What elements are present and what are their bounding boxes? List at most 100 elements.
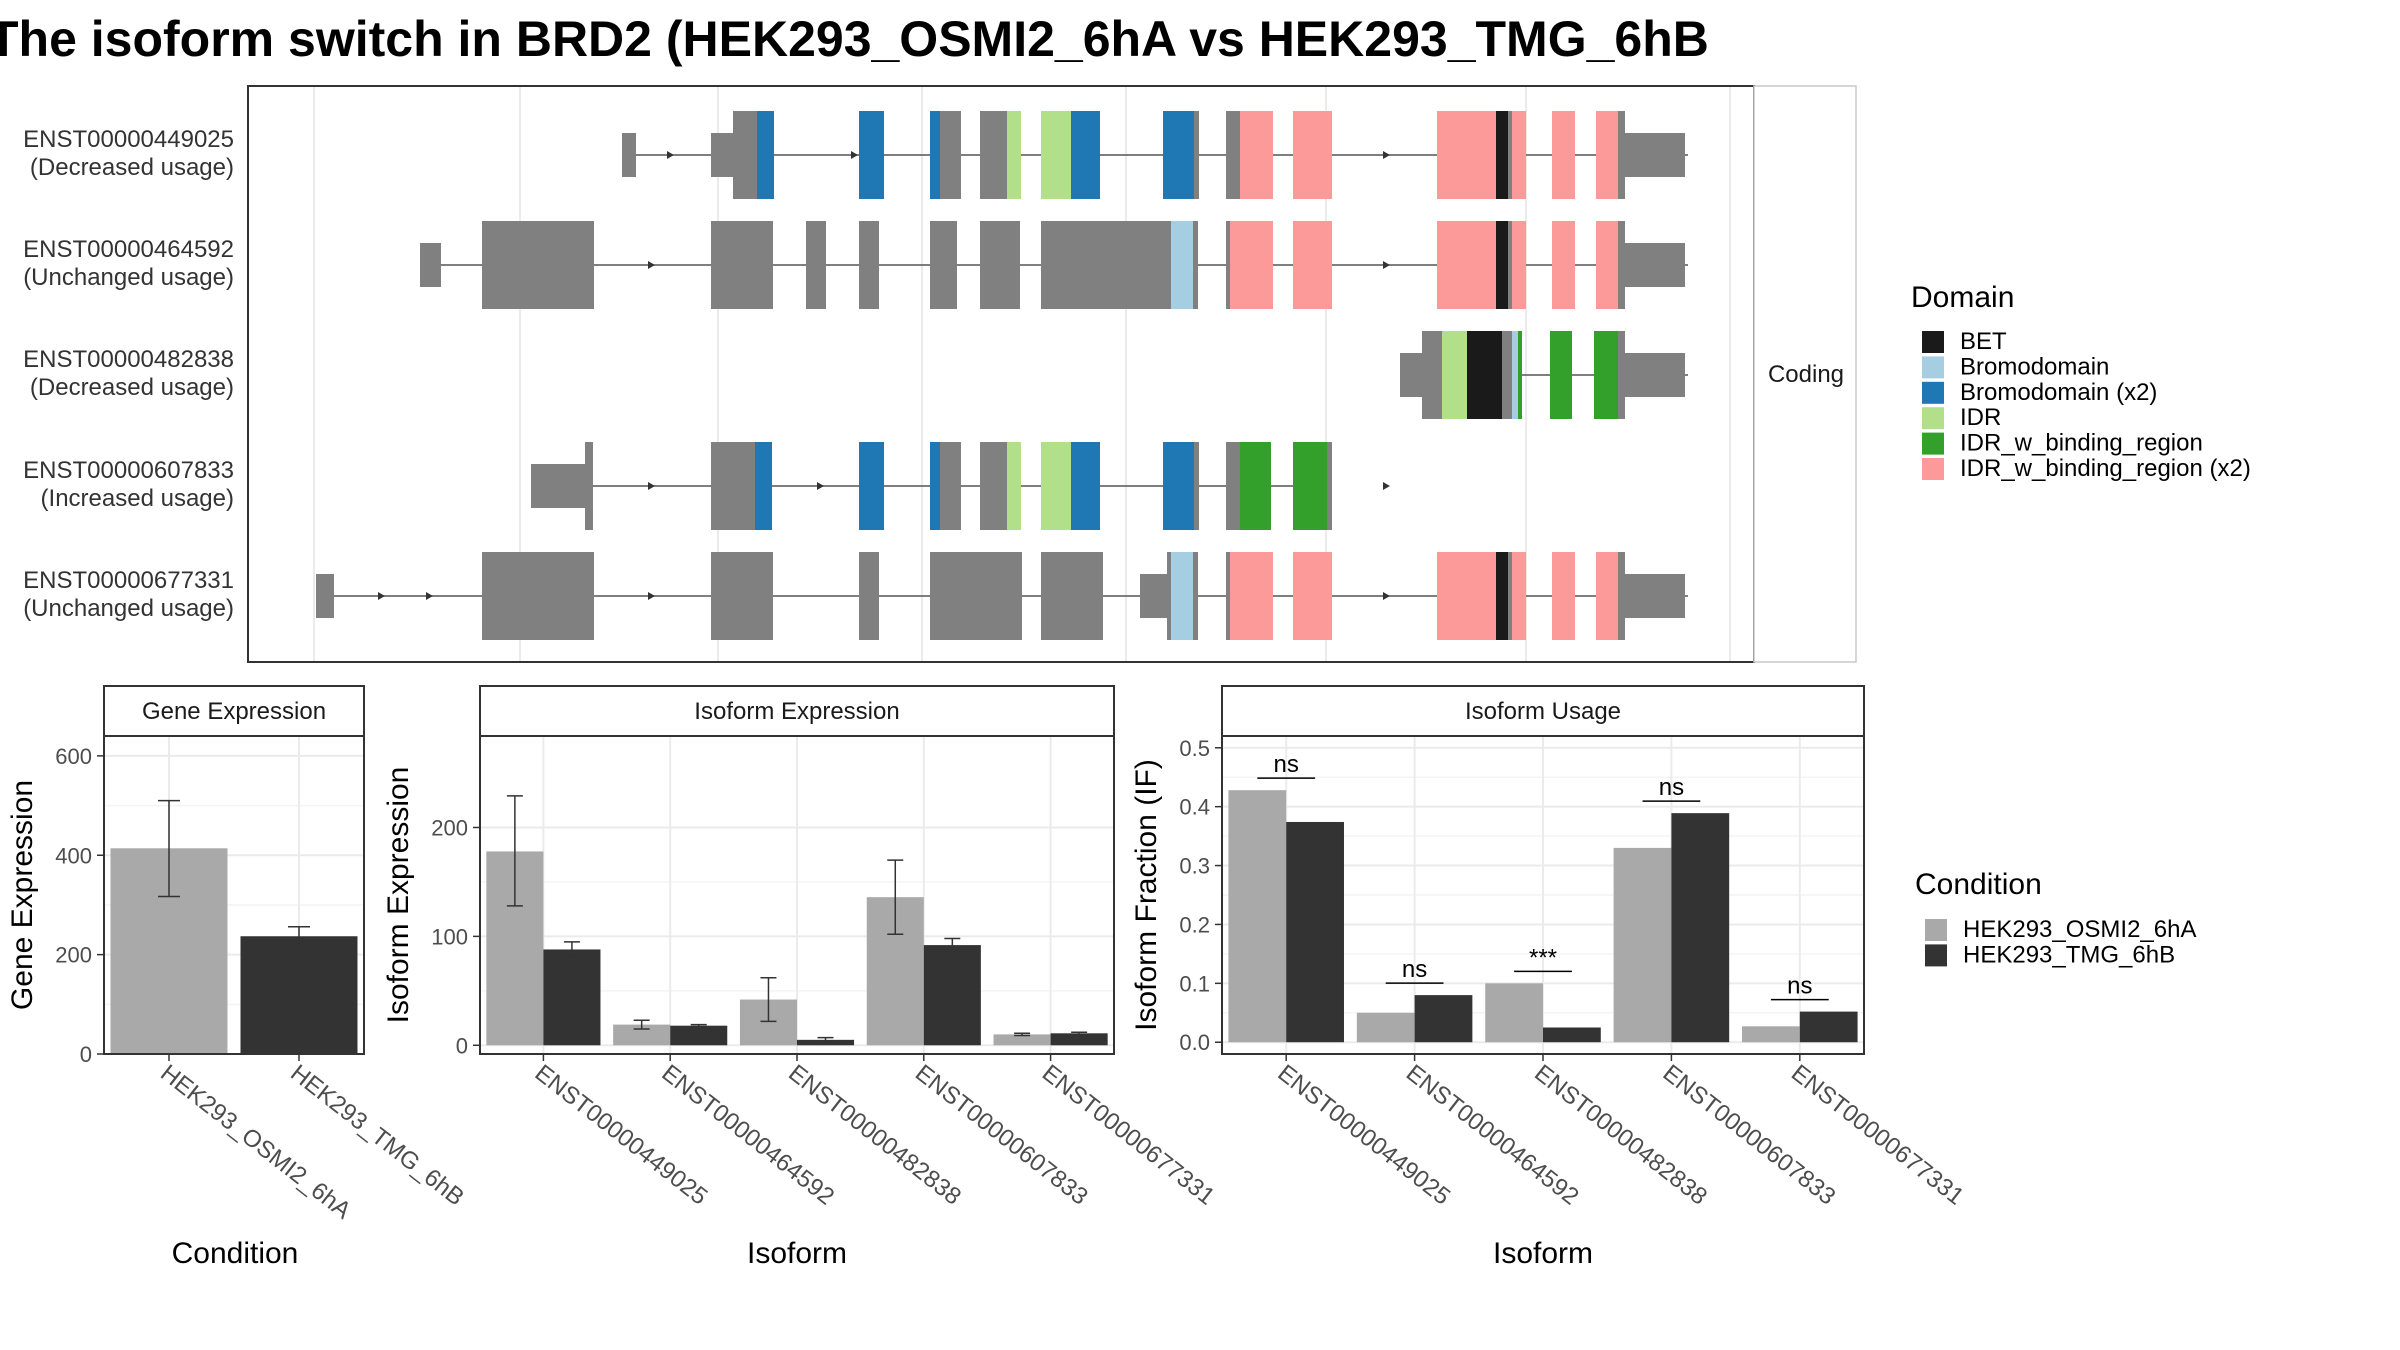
exon-block: [859, 111, 884, 199]
domain-legend-item: IDR_w_binding_region: [1922, 430, 2203, 457]
exon-block: [1171, 552, 1193, 640]
direction-arrow: [648, 592, 655, 600]
exon-block: [1496, 111, 1508, 199]
domain-legend-item: Bromodomain (x2): [1922, 379, 2157, 406]
exon-block: [1437, 552, 1496, 640]
exon-block: [482, 221, 594, 309]
exon-block: [980, 221, 1020, 309]
exon-block: [1618, 111, 1625, 199]
y-tick-label: 0: [456, 1033, 468, 1058]
exon-block: [1552, 221, 1575, 309]
exon-block: [1512, 552, 1526, 640]
error-bar: [563, 941, 580, 957]
bar: [1485, 983, 1543, 1043]
exon-block: [1618, 331, 1625, 419]
figure-title: The isoform switch in BRD2 (HEK293_OSMI2…: [0, 11, 1709, 67]
exon-block: [1552, 111, 1575, 199]
exon-block: [1171, 221, 1193, 309]
exon-block: [1496, 552, 1508, 640]
panel-strip-label: Gene Expression: [142, 698, 326, 725]
domain-legend-swatch: [1922, 458, 1944, 480]
direction-arrow: [1383, 482, 1390, 490]
exon-block: [482, 552, 594, 640]
exon-block: [1437, 221, 1496, 309]
domain-legend-swatch: [1922, 356, 1944, 379]
error-bar: [690, 1023, 707, 1028]
structure-panel: Coding ENST00000449025(Decreased usage)E…: [23, 85, 1857, 663]
exon-block: [1230, 552, 1273, 640]
direction-arrow: [817, 482, 824, 490]
exon-block: [1293, 111, 1332, 199]
exon-block: [1226, 111, 1240, 199]
exon-block: [1596, 221, 1618, 309]
exon-block: [1596, 111, 1618, 199]
x-axis-label: Isoform: [747, 1237, 847, 1270]
y-tick-label: 0.4: [1179, 795, 1210, 820]
transcript-labels: ENST00000449025(Decreased usage)ENST0000…: [23, 126, 234, 622]
direction-arrow: [1383, 592, 1390, 600]
condition-legend-title: Condition: [1915, 868, 2042, 901]
exon-block: [757, 111, 774, 199]
exon-block: [1625, 133, 1685, 177]
exon-block: [316, 574, 334, 618]
exon-block: [1041, 442, 1071, 530]
x-axis-label: Isoform: [1493, 1237, 1593, 1270]
transcript-usage-label: (Unchanged usage): [23, 264, 234, 291]
condition-legend-item: HEK293_OSMI2_6hA: [1925, 916, 2196, 943]
condition-legend-label: HEK293_OSMI2_6hA: [1963, 916, 2196, 943]
exon-block: [1193, 552, 1198, 640]
exon-block: [1594, 331, 1618, 419]
exon-block: [1194, 442, 1199, 530]
exon-block: [1512, 331, 1518, 419]
error-bar: [944, 937, 961, 952]
y-axis-label: Gene Expression: [6, 780, 39, 1010]
exon-block: [1618, 221, 1625, 309]
error-bar: [633, 1019, 650, 1030]
error-bar: [506, 795, 523, 907]
exon-block: [1293, 442, 1327, 530]
structure-strip: [1753, 85, 1857, 663]
transcript-usage-label: (Unchanged usage): [23, 595, 234, 622]
significance-label: ns: [1787, 973, 1812, 1000]
transcript-track: [316, 552, 1688, 640]
structure-facet-label: Coding: [1768, 361, 1844, 388]
bar: [1671, 813, 1730, 1043]
exon-block: [1240, 442, 1271, 530]
exon-block: [1518, 331, 1522, 419]
exon-block: [1437, 111, 1496, 199]
bar: [1742, 1026, 1800, 1043]
exon-block: [859, 552, 879, 640]
significance-label: ns: [1659, 774, 1684, 801]
exon-block: [1512, 111, 1526, 199]
condition-legend-swatch: [1925, 919, 1947, 941]
exon-block: [1496, 221, 1508, 309]
domain-legend-item: IDR_w_binding_region (x2): [1922, 455, 2251, 482]
exon-block: [711, 221, 773, 309]
bar: [613, 1024, 671, 1046]
exon-block: [1625, 243, 1685, 287]
domain-legend-label: BET: [1960, 328, 2007, 355]
significance-label: ns: [1274, 751, 1299, 778]
bar: [1799, 1011, 1858, 1043]
bar-panel: Isoform Usage ns ns *** ns ns 0.0 0.1 0.2 0.3 0.4 0…: [1130, 685, 1969, 1270]
exon-block: [930, 442, 940, 530]
exon-block: [1508, 111, 1512, 199]
domain-legend-title: Domain: [1911, 281, 2014, 314]
exon-block: [806, 221, 826, 309]
structure-tracks: [316, 111, 1688, 640]
domain-legend-swatch: [1922, 331, 1944, 353]
y-axis-label: Isoform Expression: [382, 767, 415, 1024]
exon-block: [1226, 221, 1230, 309]
transcript-track: [622, 111, 1688, 199]
exon-block: [711, 442, 755, 530]
domain-legend-swatch: [1922, 432, 1944, 455]
exon-block: [1293, 221, 1332, 309]
y-tick-label: 0.3: [1179, 854, 1210, 879]
exon-block: [1552, 552, 1575, 640]
panel-strip: [479, 685, 1115, 737]
direction-arrow: [426, 592, 433, 600]
exon-block: [859, 442, 884, 530]
exon-block: [1167, 221, 1171, 309]
transcript-id-label: ENST00000677331: [23, 567, 234, 594]
exon-block: [1512, 221, 1526, 309]
